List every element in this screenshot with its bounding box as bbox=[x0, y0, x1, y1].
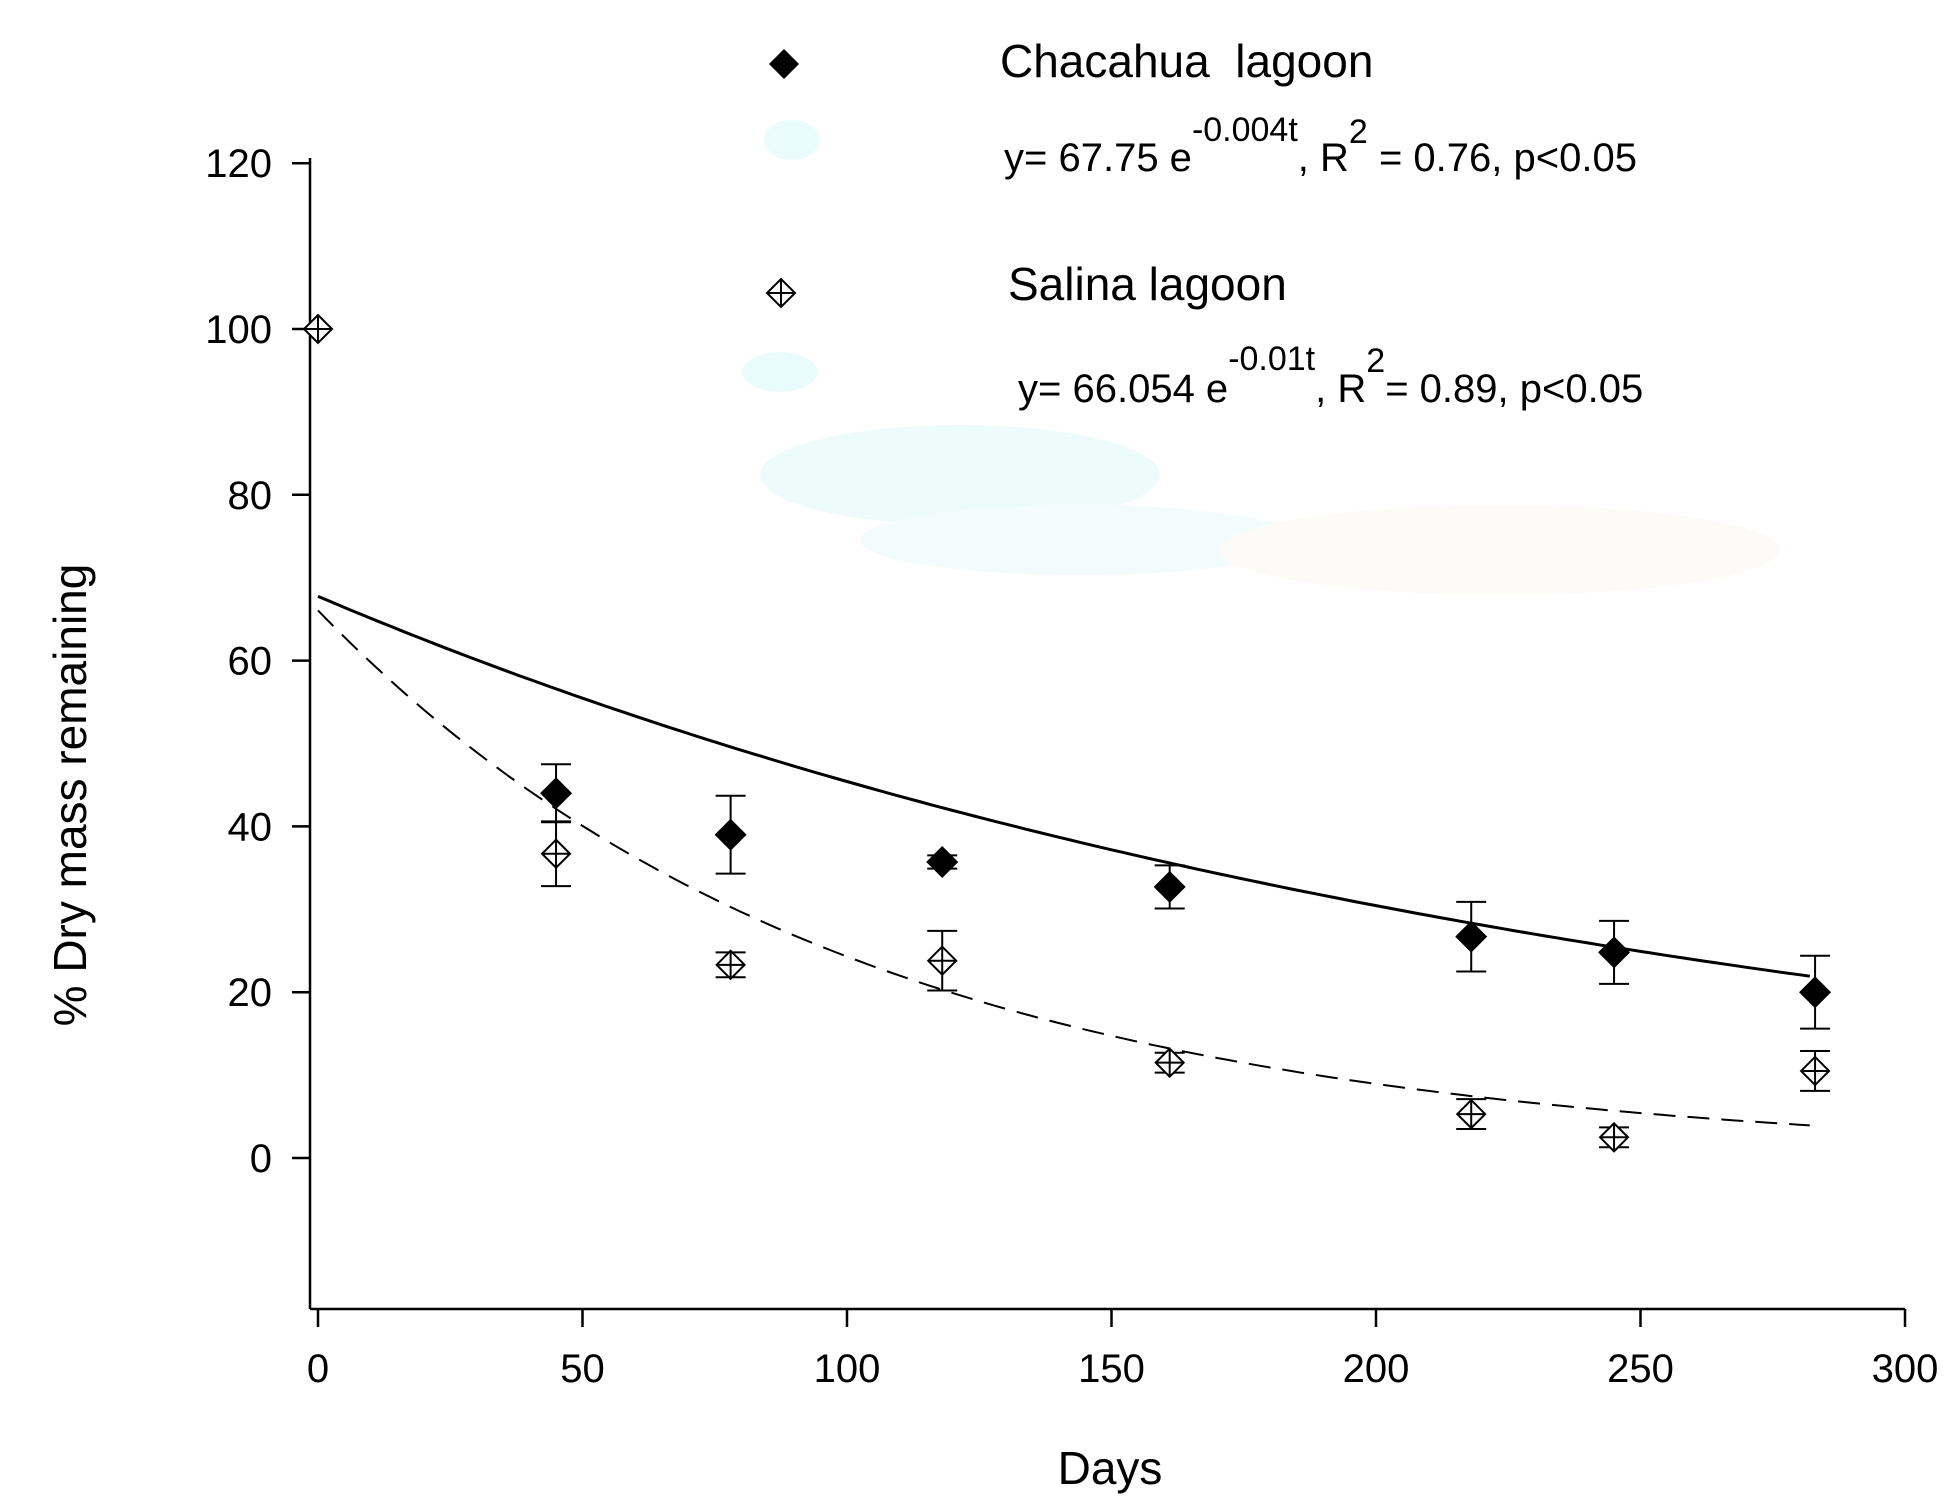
point-chacahua bbox=[540, 763, 573, 824]
fit-line-chacahua bbox=[317, 595, 1811, 978]
y-tick-label: 120 bbox=[205, 142, 272, 186]
legend-label-salina: Salina lagoon bbox=[1008, 258, 1287, 310]
point-salina bbox=[302, 313, 334, 345]
marker-filled-diamond bbox=[1799, 976, 1832, 1009]
y-tick-label: 80 bbox=[228, 474, 273, 518]
point-salina bbox=[1598, 1121, 1630, 1153]
point-chacahua bbox=[1799, 954, 1832, 1030]
fit-line-salina bbox=[317, 609, 1810, 1127]
legend-marker-salina bbox=[765, 277, 797, 309]
y-tick-label: 0 bbox=[250, 1137, 272, 1181]
x-ticks: 0 50 100 150 200 250 300 bbox=[307, 1309, 1939, 1391]
y-tick-label: 60 bbox=[228, 640, 273, 684]
marker-filled-diamond bbox=[714, 818, 747, 851]
legend-label-chacahua: Chacahua lagoon bbox=[1000, 35, 1373, 87]
y-tick-label: 20 bbox=[228, 971, 273, 1015]
point-salina bbox=[1455, 1098, 1487, 1130]
equation-chacahua: y= 67.75 e-0.004t, R2 = 0.76, p<0.05 bbox=[1004, 111, 1637, 180]
x-tick-label: 100 bbox=[814, 1347, 881, 1391]
legend-marker-chacahua bbox=[769, 49, 799, 79]
x-tick-label: 250 bbox=[1607, 1347, 1674, 1391]
x-tick-label: 300 bbox=[1872, 1347, 1939, 1391]
point-chacahua bbox=[714, 794, 747, 875]
x-axis-title: Days bbox=[1058, 1442, 1163, 1494]
y-tick-label: 100 bbox=[205, 308, 272, 352]
point-salina bbox=[715, 949, 747, 981]
background-stains bbox=[742, 120, 1780, 595]
marker-filled-diamond bbox=[1598, 936, 1631, 969]
marker-filled-diamond bbox=[926, 846, 959, 879]
legend: Chacahua lagoon y= 67.75 e-0.004t, R2 = … bbox=[765, 35, 1643, 411]
point-salina bbox=[1799, 1050, 1831, 1092]
y-tick-label: 40 bbox=[228, 805, 273, 849]
point-salina bbox=[926, 929, 958, 992]
y-axis-title: % Dry mass remaining bbox=[44, 564, 96, 1027]
x-tick-label: 150 bbox=[1078, 1347, 1145, 1391]
marker-filled-diamond bbox=[1153, 870, 1186, 903]
equation-salina: y= 66.054 e-0.01t, R2= 0.89, p<0.05 bbox=[1018, 340, 1643, 411]
x-tick-label: 0 bbox=[307, 1347, 329, 1391]
y-ticks: 0 20 40 60 80 100 120 bbox=[205, 142, 310, 1181]
point-salina bbox=[540, 820, 572, 888]
point-salina bbox=[1154, 1047, 1186, 1079]
data-points bbox=[302, 313, 1832, 1153]
x-tick-label: 200 bbox=[1343, 1347, 1410, 1391]
point-chacahua bbox=[1153, 864, 1186, 910]
marker-filled-diamond bbox=[1455, 920, 1488, 953]
marker-filled-diamond bbox=[540, 777, 573, 810]
point-chacahua bbox=[926, 846, 959, 879]
x-tick-label: 50 bbox=[560, 1347, 605, 1391]
point-chacahua bbox=[1455, 900, 1488, 973]
point-chacahua bbox=[1598, 919, 1631, 985]
